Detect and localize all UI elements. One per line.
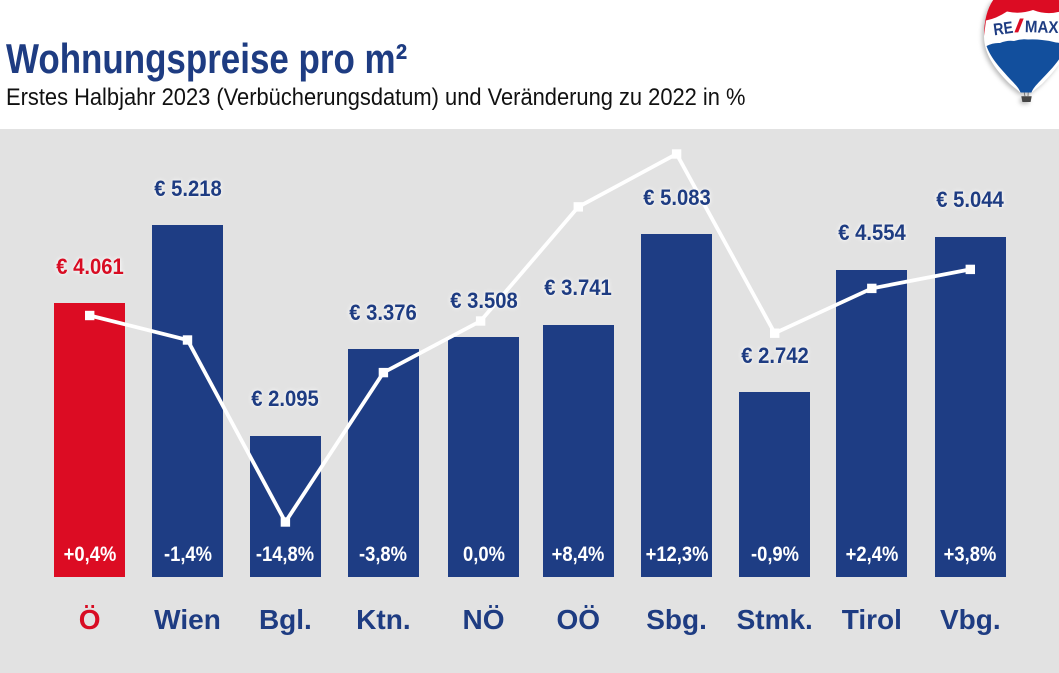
svg-text:MAX: MAX bbox=[1025, 17, 1059, 37]
svg-text:RE: RE bbox=[992, 18, 1014, 40]
